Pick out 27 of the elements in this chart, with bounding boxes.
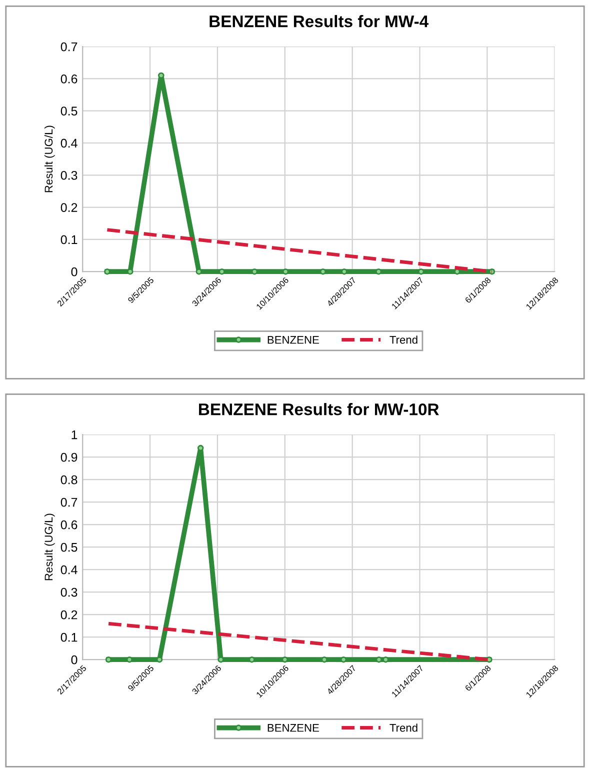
y-axis-title: Result (UG/L) <box>44 514 55 580</box>
y-tick-label: 0.9 <box>60 452 78 462</box>
legend-label: BENZENE <box>268 724 319 732</box>
legend-label: Trend <box>390 336 418 344</box>
legend-label: BENZENE <box>268 336 319 344</box>
y-tick-label: 0.4 <box>60 565 78 574</box>
y-tick-label: 0.5 <box>60 542 78 552</box>
y-tick-label: 0.2 <box>60 610 78 620</box>
y-tick-label: 0.2 <box>60 203 78 212</box>
y-tick-label: 0.3 <box>60 170 78 180</box>
legend-label: Trend <box>390 724 418 732</box>
y-tick-label: 0.1 <box>60 235 78 244</box>
y-tick-label: 0.7 <box>60 498 78 507</box>
y-tick-label: 0 <box>71 655 78 664</box>
y-tick-label: 0.1 <box>60 632 78 642</box>
y-tick-label: 0.7 <box>60 42 78 52</box>
y-tick-label: 0.5 <box>60 106 78 116</box>
y-tick-label: 0.6 <box>60 74 78 84</box>
chart-title: BENZENE Results for MW-10R <box>199 403 439 416</box>
y-tick-label: 0.8 <box>60 475 78 484</box>
y-tick-label: 0.4 <box>60 138 78 148</box>
y-tick-label: 0.3 <box>60 588 78 597</box>
y-tick-label: 0.6 <box>60 520 78 530</box>
chart-title: BENZENE Results for MW-4 <box>210 15 429 28</box>
y-tick-label: 1 <box>72 430 78 440</box>
y-tick-label: 0 <box>71 267 78 276</box>
y-axis-title: Result (UG/L) <box>44 126 55 192</box>
